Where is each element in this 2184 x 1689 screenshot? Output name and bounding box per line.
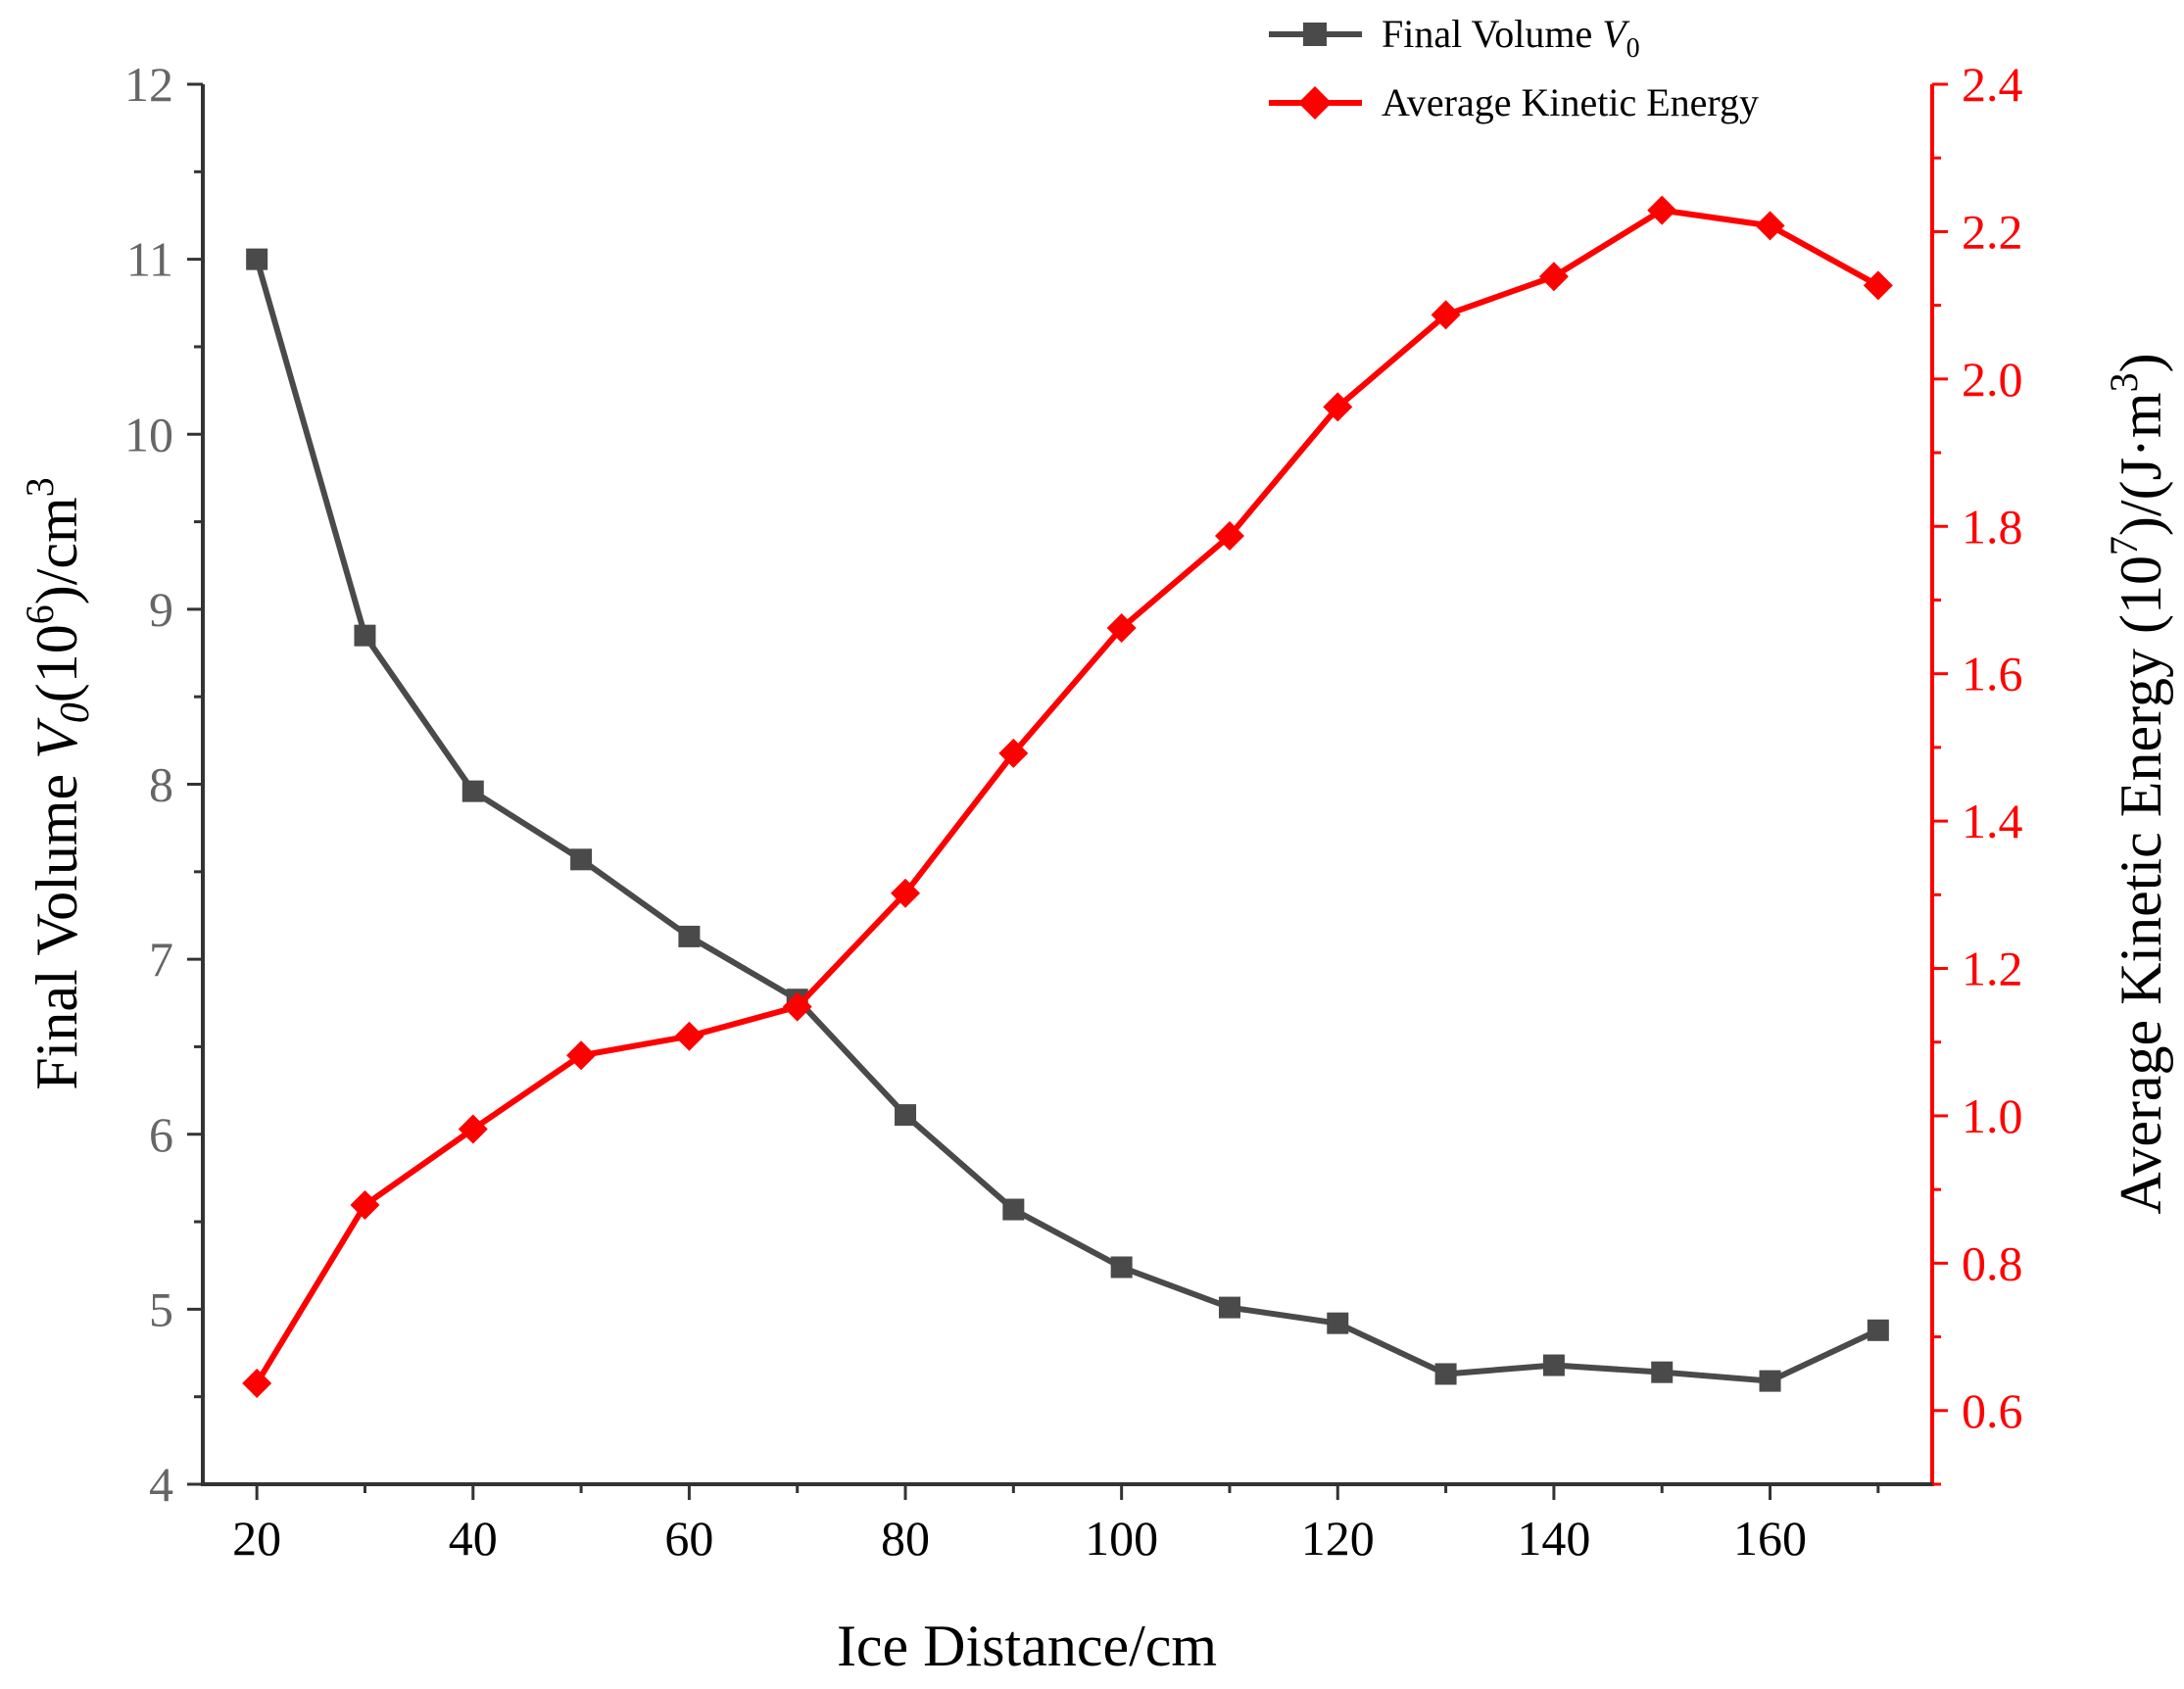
right-y-tick-label: 1.6 <box>1962 647 2023 701</box>
kinetic-energy-point <box>1214 521 1244 552</box>
final-volume-point <box>570 848 593 871</box>
kinetic-energy-point <box>674 1021 704 1051</box>
kinetic-energy-point <box>458 1114 488 1144</box>
legend-marker-square <box>1303 23 1327 46</box>
right-y-tick-label: 2.0 <box>1962 352 2023 407</box>
series-average-kinetic-energy <box>242 195 1893 1398</box>
x-tick-label: 80 <box>881 1511 930 1566</box>
kinetic-energy-point <box>891 878 921 908</box>
right-y-tick-label: 2.2 <box>1962 204 2023 259</box>
axes <box>201 84 1934 1486</box>
final-volume-point <box>1434 1363 1457 1385</box>
x-axis-ticks: 20 40 60 80 100 120 140 160 <box>232 1484 1880 1566</box>
final-volume-point <box>895 1104 917 1127</box>
legend-marker-diamond <box>1298 86 1332 120</box>
kinetic-energy-point <box>1647 195 1677 225</box>
left-y-tick-label: 10 <box>124 407 173 461</box>
final-volume-point <box>461 780 484 802</box>
final-volume-point <box>1759 1370 1781 1392</box>
final-volume-point <box>678 925 701 947</box>
x-tick-label: 160 <box>1733 1511 1807 1566</box>
left-y-tick-label: 12 <box>124 57 173 112</box>
kinetic-energy-point <box>1538 262 1569 292</box>
left-y-tick-label: 6 <box>149 1107 173 1162</box>
right-y-tick-label: 0.6 <box>1962 1383 2023 1438</box>
right-y-axis-ticks: 0.6 0.8 1.0 1.2 1.4 1.6 1.8 2.0 2.2 2.4 <box>1932 57 2023 1486</box>
left-y-tick-label: 11 <box>126 232 173 287</box>
kinetic-energy-point <box>1755 211 1785 241</box>
x-tick-label: 140 <box>1517 1511 1590 1566</box>
left-y-tick-label: 8 <box>149 757 173 812</box>
right-y-axis-title: Average Kinetic Energy (107)/(J·m3) <box>2102 353 2173 1214</box>
left-y-tick-label: 4 <box>149 1457 173 1512</box>
series-final-volume <box>246 248 1889 1392</box>
kinetic-energy-point <box>350 1189 380 1220</box>
left-y-tick-label: 9 <box>149 582 173 637</box>
kinetic-energy-point <box>782 991 812 1022</box>
x-axis-title: Ice Distance/cm <box>837 1614 1217 1678</box>
x-tick-label: 100 <box>1085 1511 1158 1566</box>
final-volume-point <box>1542 1354 1565 1376</box>
final-volume-point <box>354 624 376 647</box>
x-tick-label: 20 <box>232 1511 281 1566</box>
final-volume-line <box>254 258 1880 1384</box>
left-y-tick-label: 7 <box>149 932 173 987</box>
right-y-tick-label: 1.2 <box>1962 941 2023 996</box>
final-volume-point <box>1218 1296 1240 1319</box>
x-tick-label: 40 <box>449 1511 498 1566</box>
kinetic-energy-point <box>1106 613 1137 644</box>
final-volume-point <box>246 248 268 270</box>
kinetic-energy-point <box>566 1040 597 1071</box>
left-y-axis-title: Final Volume V0(106)/cm3 <box>18 477 98 1089</box>
final-volume-point <box>1002 1198 1025 1221</box>
final-volume-point <box>1651 1361 1674 1383</box>
right-y-tick-label: 1.8 <box>1962 499 2023 554</box>
legend-label-average-kinetic-energy: Average Kinetic Energy <box>1382 80 1759 124</box>
legend-label-final-volume: Final Volume V0 <box>1382 12 1640 64</box>
right-y-tick-label: 1.4 <box>1962 794 2023 848</box>
right-y-tick-label: 0.8 <box>1962 1235 2023 1290</box>
kinetic-energy-point <box>1863 270 1893 301</box>
kinetic-energy-line <box>254 207 1880 1385</box>
final-volume-point <box>1110 1256 1133 1279</box>
kinetic-energy-point <box>242 1368 272 1398</box>
legend: Final Volume V0 Average Kinetic Energy <box>1269 12 1759 124</box>
right-y-tick-label: 1.0 <box>1962 1088 2023 1143</box>
kinetic-energy-point <box>1431 300 1461 330</box>
x-tick-label: 60 <box>664 1511 713 1566</box>
final-volume-point <box>1327 1312 1349 1334</box>
left-y-axis-ticks: 4 5 6 7 8 9 10 11 12 <box>124 57 203 1512</box>
x-tick-label: 120 <box>1301 1511 1375 1566</box>
right-y-tick-label: 2.4 <box>1962 57 2023 112</box>
left-y-tick-label: 5 <box>149 1281 173 1336</box>
kinetic-energy-point <box>1323 392 1353 422</box>
legend-item-final-volume: Final Volume V0 <box>1269 12 1640 64</box>
final-volume-point <box>1867 1319 1889 1341</box>
legend-item-average-kinetic-energy: Average Kinetic Energy <box>1269 80 1759 124</box>
kinetic-energy-point <box>998 738 1029 768</box>
